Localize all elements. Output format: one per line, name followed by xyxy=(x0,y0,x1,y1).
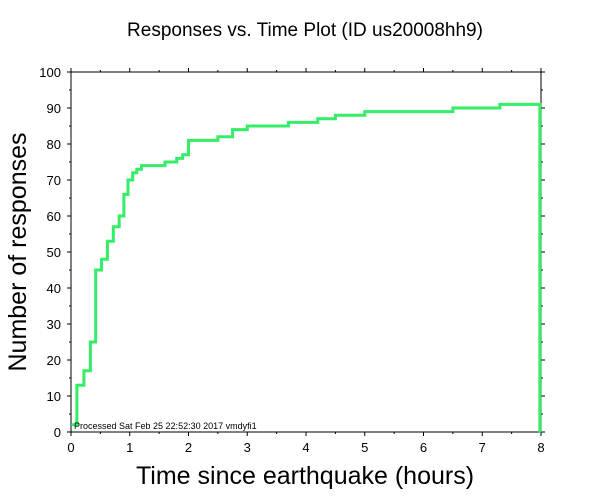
data-point xyxy=(246,124,249,128)
data-point xyxy=(106,240,109,243)
data-point xyxy=(538,430,542,434)
data-point xyxy=(231,128,234,131)
data-point xyxy=(100,258,103,261)
x-tick-label: 3 xyxy=(244,440,251,455)
data-point xyxy=(216,135,220,138)
data-point xyxy=(498,103,502,106)
x-tick-label: 8 xyxy=(537,440,544,455)
x-tick-label: 2 xyxy=(185,440,192,455)
y-axis-label: Number of responses xyxy=(4,132,32,371)
data-point xyxy=(117,214,121,218)
x-tick-label: 7 xyxy=(479,440,486,455)
data-point xyxy=(175,157,178,160)
y-tick-label: 60 xyxy=(47,209,61,224)
data-point xyxy=(146,164,149,167)
series-layer xyxy=(70,102,542,434)
data-point xyxy=(75,384,79,387)
y-tick-label: 80 xyxy=(47,137,61,152)
responses-step-line xyxy=(72,102,542,432)
x-tick-label: 6 xyxy=(420,440,427,455)
data-point xyxy=(122,193,126,196)
data-point xyxy=(316,117,319,121)
plot-axes xyxy=(70,71,542,433)
y-tick-label: 40 xyxy=(47,281,61,296)
x-tick-label: 1 xyxy=(126,440,133,455)
data-point xyxy=(451,106,455,110)
y-tick-label: 10 xyxy=(47,389,61,404)
y-tick-label: 90 xyxy=(47,101,61,116)
y-tick-label: 50 xyxy=(47,245,61,260)
data-point xyxy=(187,139,190,142)
data-point xyxy=(363,110,366,113)
data-point xyxy=(131,171,134,174)
data-point xyxy=(163,160,167,164)
y-tick-label: 20 xyxy=(47,353,61,368)
data-point xyxy=(89,340,92,344)
data-point xyxy=(287,121,290,124)
y-tick-label: 100 xyxy=(39,65,61,80)
processed-annotation: Processed Sat Feb 25 22:52:30 2017 vmdyf… xyxy=(74,421,257,431)
data-point xyxy=(112,225,115,228)
data-point xyxy=(82,369,86,372)
x-axis-label: Time since earthquake (hours) xyxy=(136,462,474,490)
data-point xyxy=(126,178,130,182)
y-tick-label: 0 xyxy=(54,425,61,440)
data-point xyxy=(70,423,74,426)
x-tick-label: 4 xyxy=(302,440,309,455)
x-tick-label: 0 xyxy=(67,440,74,455)
x-tick-label: 5 xyxy=(361,440,368,455)
data-point xyxy=(140,164,143,167)
y-tick-label: 70 xyxy=(47,173,61,188)
data-point xyxy=(181,153,184,156)
data-point xyxy=(334,114,337,117)
y-tick-label: 30 xyxy=(47,317,61,332)
data-point xyxy=(94,268,97,272)
chart-title: Responses vs. Time Plot (ID us20008hh9) xyxy=(127,20,483,41)
data-point xyxy=(135,168,138,171)
